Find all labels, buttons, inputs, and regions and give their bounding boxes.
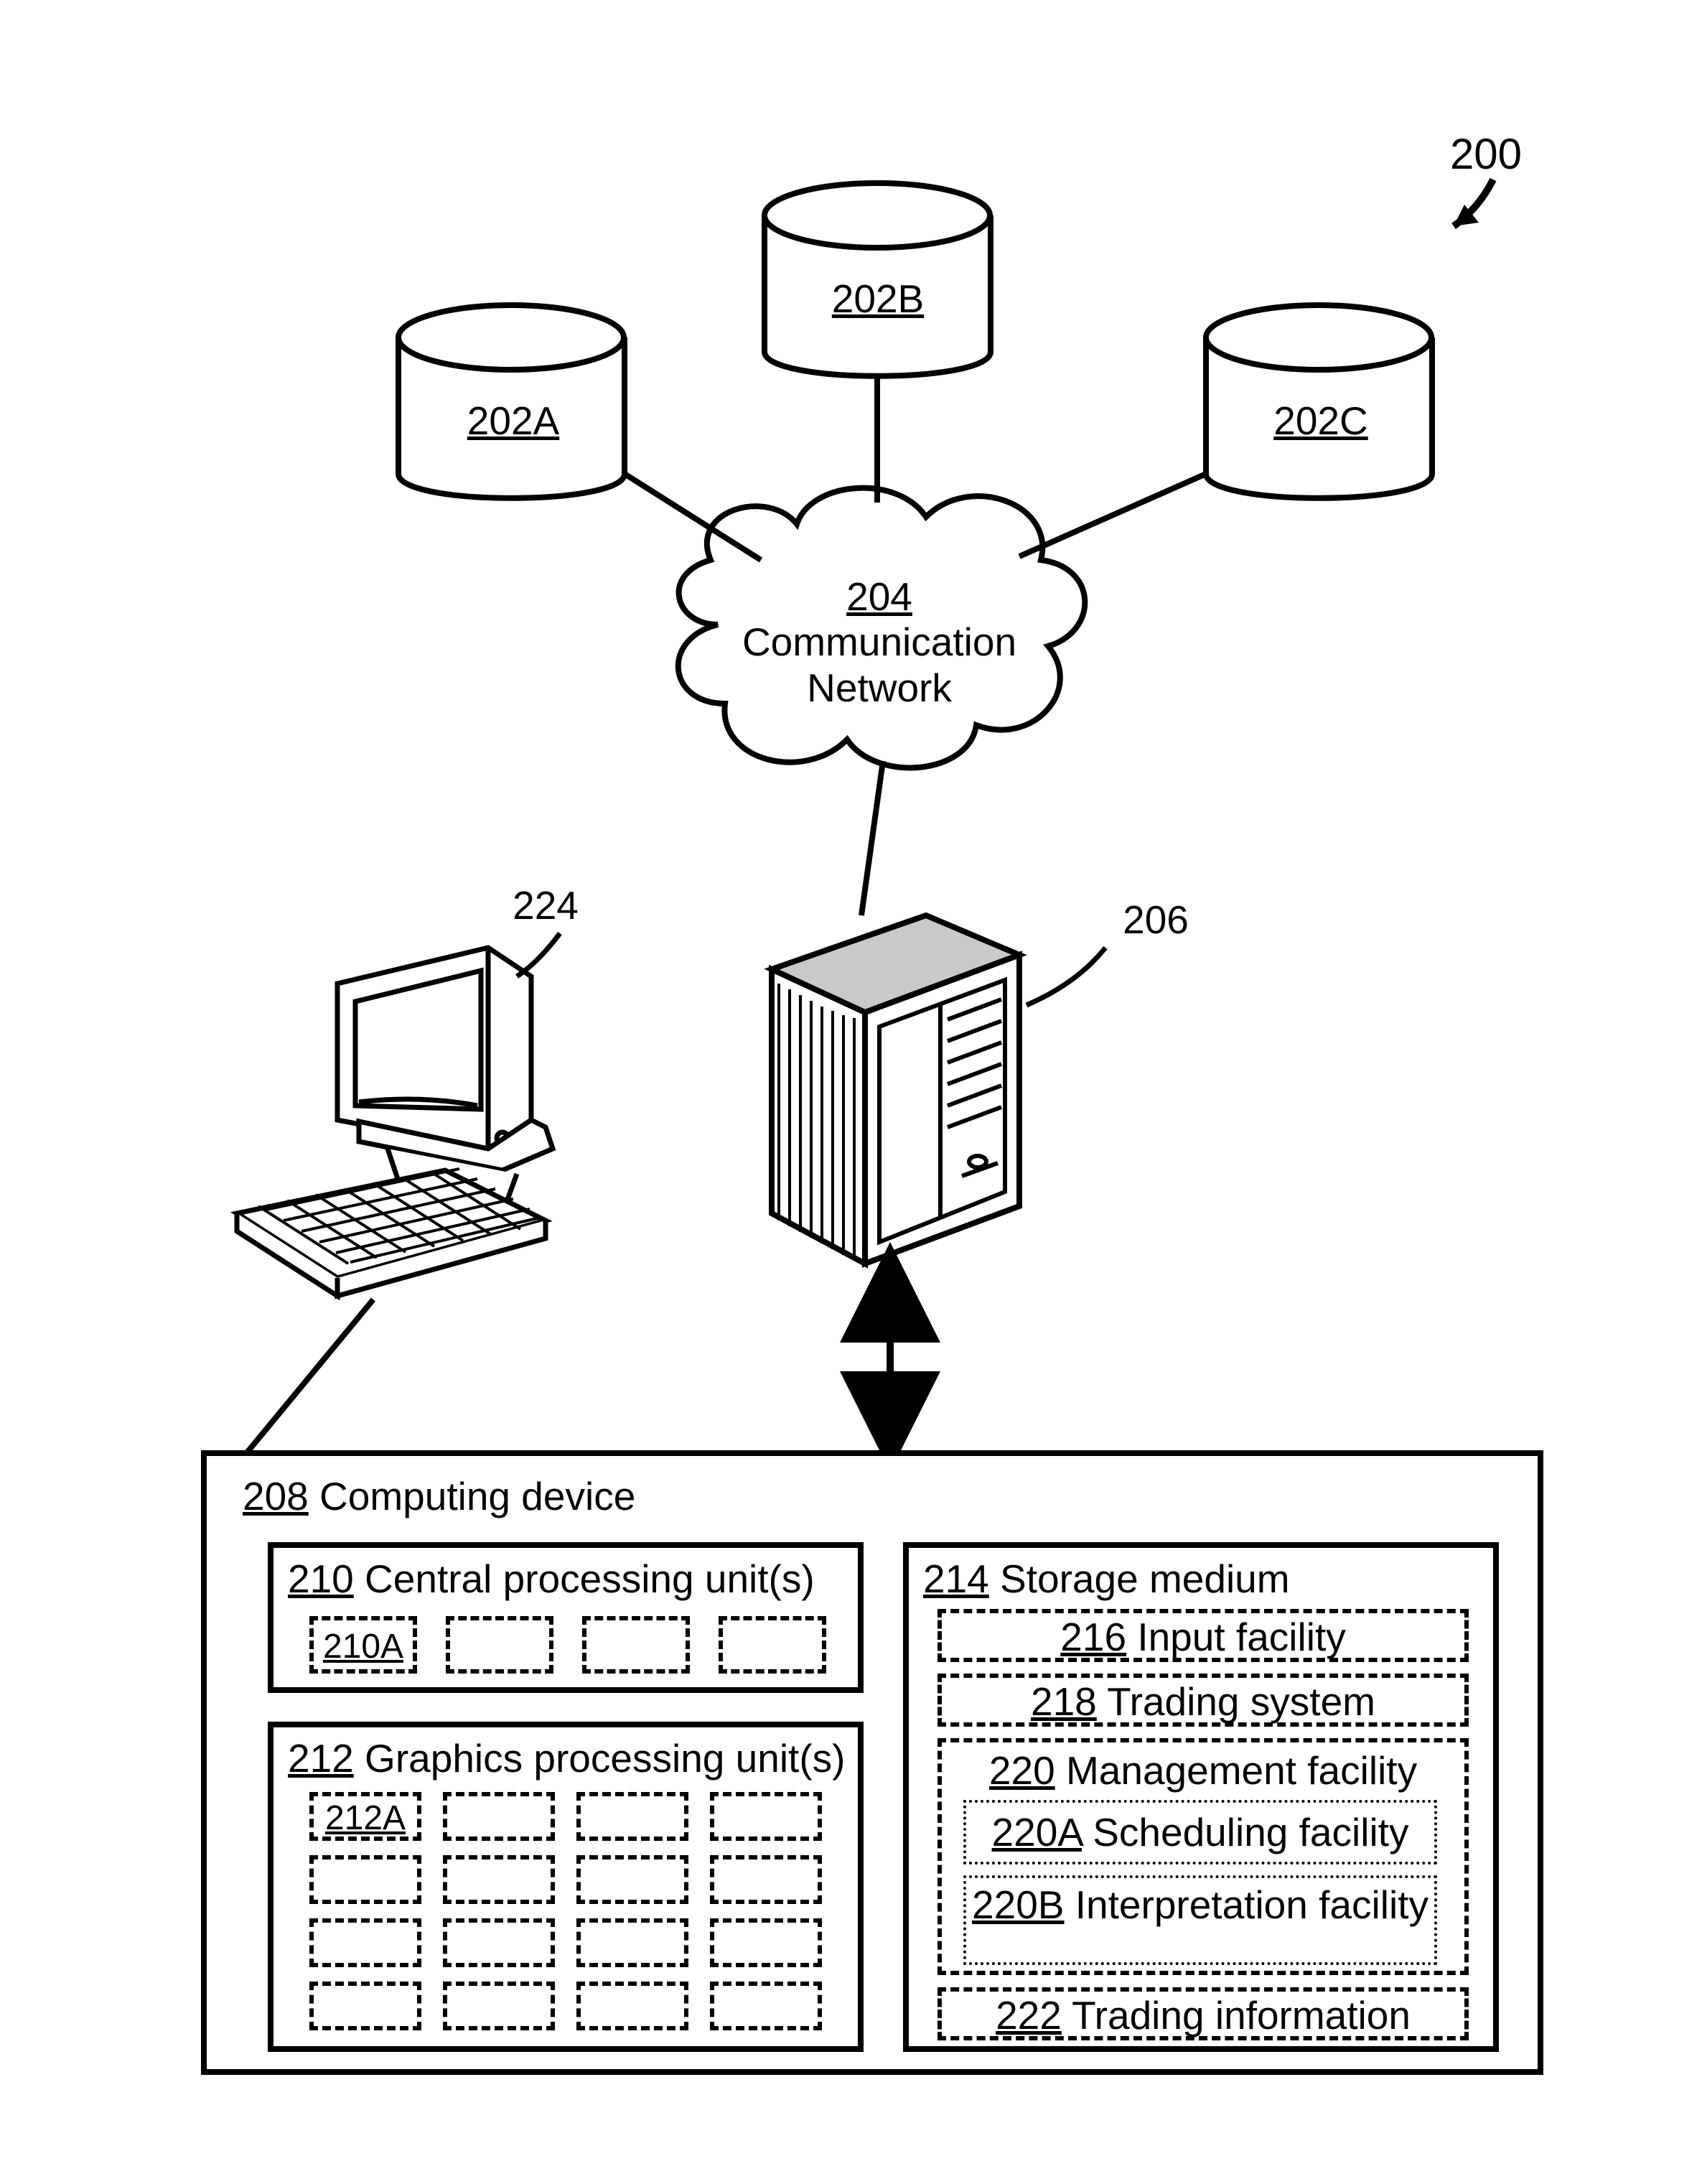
computing-device-title: 208 Computing device [243,1474,745,1519]
ref-220b: 220B [972,1882,1064,1927]
label-216: Input facility [1137,1615,1345,1659]
gpu-core-4 [309,1855,421,1904]
label-220: Management facility [1066,1748,1417,1793]
cpu-box: 210 Central processing unit(s) 210A [268,1542,864,1693]
ref-222: 222 [996,1993,1062,2038]
diagram-canvas: 200 202A 202B 202C 204 Communication Net… [0,0,1702,2184]
gpu-core-8 [309,1918,421,1967]
server-206 [772,915,1019,1264]
gpu-core-1 [443,1792,555,1841]
ref-210a: 210A [314,1620,413,1674]
trading-information: 222 Trading information [937,1987,1469,2040]
ref-212a: 212A [314,1796,417,1841]
ref-202c: 202C [1253,398,1389,444]
ref-220: 220 [989,1748,1055,1793]
gpu-core-15 [710,1982,822,2030]
cpu-title: 210 Central processing unit(s) [288,1557,855,1602]
edge-202a-204 [625,474,761,560]
callout-206 [1027,948,1105,1005]
gpu-core-12 [309,1982,421,2030]
label-204: Communication Network [742,620,1016,709]
label-222: Trading information [1072,1993,1411,2038]
label-212: Graphics processing unit(s) [365,1736,845,1781]
workstation-224 [237,948,553,1296]
ref-200-arrow [1454,179,1493,226]
ref-204: 204 [846,574,912,619]
computing-device-box: 208 Computing device 210 Central process… [201,1450,1543,2075]
cloud-label: 204 Communication Network [739,574,1019,711]
edge-224-208 [248,1299,373,1452]
trading-system: 218 Trading system [937,1674,1469,1727]
edge-204-206 [861,761,883,915]
ref-220a: 220A [992,1810,1082,1854]
ref-214: 214 [923,1557,989,1601]
input-facility: 216 Input facility [937,1609,1469,1662]
scheduling-facility: 220A Scheduling facility [963,1800,1437,1865]
cpu-core-3 [719,1616,826,1674]
ref-202a: 202A [445,398,581,444]
gpu-core-6 [576,1855,688,1904]
edge-202c-204 [1019,474,1206,556]
gpu-core-14 [576,1982,688,2030]
label-214: Storage medium [1000,1557,1290,1601]
ref-224: 224 [488,883,603,928]
label-220b: Interpretation facility [1075,1882,1429,1927]
storage-title: 214 Storage medium [923,1557,1490,1602]
gpu-core-0: 212A [309,1792,421,1841]
ref-200: 200 [1429,129,1543,179]
gpu-grid: 212A [309,1792,822,2032]
gpu-core-11 [710,1918,822,1967]
ref-218: 218 [1031,1679,1097,1724]
gpu-core-7 [710,1855,822,1904]
gpu-core-10 [576,1918,688,1967]
label-218: Trading system [1107,1679,1375,1724]
ref-208: 208 [243,1474,309,1518]
interpretation-facility: 220B Interpretation facility [963,1875,1437,1965]
label-208: Computing device [319,1474,635,1518]
gpu-title: 212 Graphics processing unit(s) [288,1736,855,1781]
ref-202b: 202B [810,276,946,322]
gpu-core-5 [443,1855,555,1904]
ref-216: 216 [1060,1615,1126,1659]
gpu-core-2 [576,1792,688,1841]
ref-206: 206 [1098,897,1213,943]
ref-210: 210 [288,1557,354,1601]
ref-212: 212 [288,1736,354,1781]
callout-224 [517,933,560,976]
management-facility: 220 Management facility 220A Scheduling … [937,1738,1469,1975]
gpu-box: 212 Graphics processing unit(s) 212A [268,1722,864,2052]
storage-box: 214 Storage medium 216 Input facility 21… [903,1542,1499,2052]
cpu-core-1 [446,1616,553,1674]
label-210: Central processing unit(s) [365,1557,815,1601]
gpu-core-13 [443,1982,555,2030]
cpu-core-0: 210A [309,1616,417,1674]
gpu-core-3 [710,1792,822,1841]
gpu-core-9 [443,1918,555,1967]
label-220a: Scheduling facility [1093,1810,1408,1854]
cpu-core-2 [582,1616,690,1674]
